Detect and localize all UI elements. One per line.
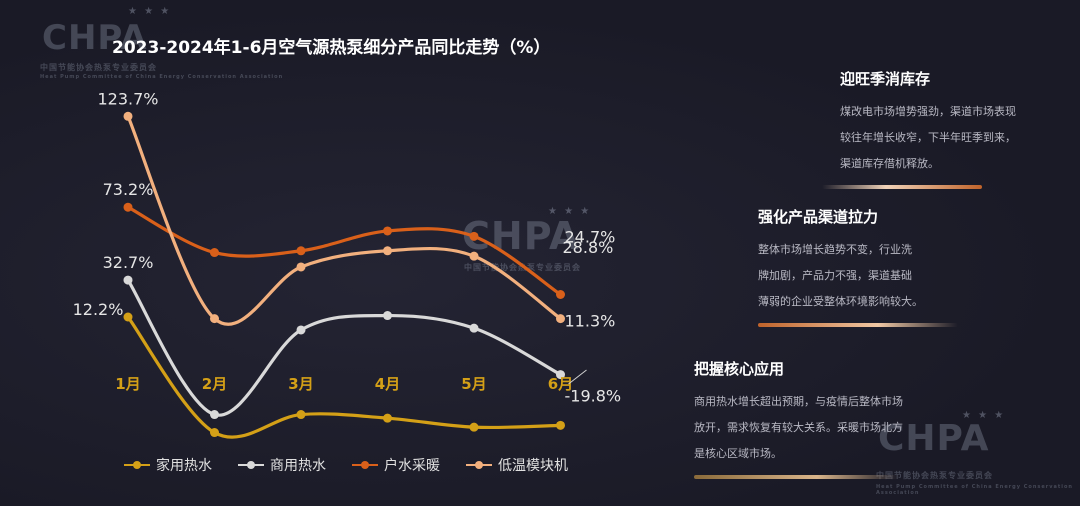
legend-swatch-icon (466, 460, 492, 470)
data-point-household-hot-water (383, 413, 392, 423)
chart-legend: 家用热水 商用热水 户水采暖 低温模块机 (124, 455, 568, 475)
leader-line (568, 369, 587, 385)
x-tick-label: 5月 (461, 375, 486, 393)
data-label: 24.7% (565, 228, 616, 247)
watermark-org-top: 中国节能协会热泵专业委员会 (40, 63, 157, 72)
watermark-org-center: 中国节能协会热泵专业委员会 (464, 263, 581, 272)
legend-item-household-heating: 户水采暖 (352, 455, 440, 475)
watermark-stars-icon: ★ ★ ★ (548, 206, 592, 217)
data-point-low-temp-module (123, 111, 133, 121)
x-tick-label: 1月 (115, 375, 140, 393)
legend-item-commercial-hot-water: 商用热水 (238, 455, 326, 475)
data-point-household-hot-water (296, 410, 306, 420)
panel-text-line: 牌加剧，产品力不强，渠道基础 (758, 269, 912, 282)
data-label: 12.2% (73, 300, 124, 319)
legend-label: 家用热水 (156, 458, 212, 474)
panel-channel: 强化产品渠道拉力 整体市场增长趋势不变，行业洗 牌加剧，产品力不强，渠道基础 薄… (758, 206, 958, 327)
series-line-commercial-hot-water (126, 278, 563, 417)
data-point-household-heating (556, 290, 565, 299)
legend-swatch-icon (238, 460, 264, 470)
data-point-low-temp-module (383, 246, 392, 256)
legend-label: 户水采暖 (384, 458, 440, 474)
panel-text-line: 放开，需求恢复有较大关系。采暖市场北方 (694, 421, 903, 434)
panel-inventory: 迎旺季消库存 煤改电市场增势强劲，渠道市场表现 较往年增长收窄，下半年旺季到来，… (822, 68, 1016, 189)
panel-text-line: 薄弱的企业受整体环境影响较大。 (758, 295, 923, 308)
data-point-household-hot-water (469, 422, 479, 432)
panel-accent-bar (694, 475, 899, 479)
panel-accent-bar (822, 185, 982, 189)
legend-label: 低温模块机 (498, 458, 568, 474)
data-point-household-hot-water (556, 420, 565, 430)
watermark-stars-icon: ★ ★ ★ (962, 410, 1006, 421)
legend-label: 商用热水 (270, 458, 326, 474)
data-point-household-heating (123, 202, 133, 212)
panel-accent-bar (758, 323, 958, 327)
chart-title: 2023-2024年1-6月空气源热泵细分产品同比走势（%） (112, 38, 551, 58)
data-point-commercial-hot-water (123, 275, 133, 285)
data-point-low-temp-module (296, 262, 306, 272)
x-tick-label: 4月 (375, 375, 400, 393)
data-point-household-heating (296, 246, 306, 256)
series-line-household-hot-water (126, 315, 563, 439)
data-point-household-hot-water (210, 428, 219, 438)
panel-text-line: 渠道库存借机释放。 (840, 157, 939, 170)
data-label: 11.3% (565, 312, 616, 331)
series-line-household-heating (126, 205, 563, 297)
legend-item-household-hot-water: 家用热水 (124, 455, 212, 475)
data-point-commercial-hot-water (210, 410, 219, 420)
watermark-org-en-bottom: Heat Pump Committee of China Energy Cons… (876, 484, 1073, 496)
watermark-stars-icon: ★ ★ ★ (128, 6, 172, 17)
data-point-household-heating (210, 248, 219, 258)
legend-swatch-icon (124, 460, 150, 470)
data-point-low-temp-module (556, 314, 565, 324)
watermark-org-bottom: 中国节能协会热泵专业委员会 (876, 471, 993, 480)
data-point-commercial-hot-water (383, 311, 392, 321)
data-point-commercial-hot-water (296, 325, 306, 335)
x-tick-label: 3月 (288, 375, 313, 393)
data-point-commercial-hot-water (469, 323, 479, 333)
data-label: -19.8% (565, 387, 622, 406)
panel-text-line: 煤改电市场增势强劲，渠道市场表现 (840, 105, 1016, 118)
panel-title: 强化产品渠道拉力 (758, 208, 879, 226)
data-point-household-heating (383, 226, 392, 236)
panel-title: 把握核心应用 (694, 360, 785, 378)
watermark-logo-top: CHPA (42, 18, 148, 58)
watermark-org-en-top: Heat Pump Committee of China Energy Cons… (40, 74, 284, 80)
data-label: 28.8% (563, 238, 614, 257)
data-point-household-hot-water (123, 312, 133, 322)
legend-item-low-temp-module: 低温模块机 (466, 455, 568, 475)
data-label: 32.7% (103, 253, 154, 272)
watermark-logo-bottom: CHPA (878, 418, 990, 459)
panel-text-line: 商用热水增长超出预期，与疫情后整体市场 (694, 395, 903, 408)
data-label: 73.2% (103, 180, 154, 199)
panel-core-application: 把握核心应用 商用热水增长超出预期，与疫情后整体市场 放开，需求恢复有较大关系。… (694, 358, 903, 479)
panel-text-line: 是核心区域市场。 (694, 447, 782, 460)
panel-text-line: 整体市场增长趋势不变，行业洗 (758, 243, 912, 256)
data-point-low-temp-module (469, 251, 479, 261)
series-line-low-temp-module (126, 114, 563, 326)
x-tick-label: 6月 (548, 375, 573, 393)
data-point-household-heating (469, 231, 479, 241)
x-tick-label: 2月 (202, 375, 227, 393)
panel-text-line: 较往年增长收窄，下半年旺季到来， (840, 131, 1016, 144)
legend-swatch-icon (352, 460, 378, 470)
data-label: 123.7% (97, 89, 158, 108)
data-point-low-temp-module (210, 314, 219, 324)
panel-title: 迎旺季消库存 (840, 70, 931, 88)
watermark-logo-center: CHPA (462, 214, 580, 258)
data-point-commercial-hot-water (556, 370, 565, 380)
